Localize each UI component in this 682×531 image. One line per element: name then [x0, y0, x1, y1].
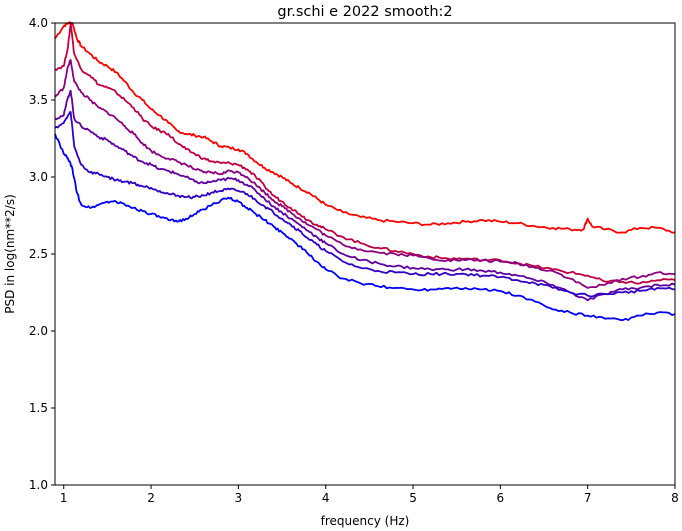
- y-tick-label: 2.5: [29, 247, 48, 261]
- y-tick-label: 1.5: [29, 401, 48, 415]
- x-tick-label: 5: [409, 491, 417, 505]
- series-line-6: [54, 133, 676, 322]
- x-tick-label: 7: [584, 491, 592, 505]
- series-line-1: [54, 21, 676, 234]
- y-tick-label: 3.0: [29, 170, 48, 184]
- series-line-2: [54, 22, 676, 285]
- x-tick-label: 4: [322, 491, 330, 505]
- series-line-5: [54, 110, 676, 298]
- x-tick-label: 3: [235, 491, 243, 505]
- x-axis-label: frequency (Hz): [321, 514, 410, 528]
- series-line-3: [54, 59, 675, 289]
- x-axis: 1 2 3 4 5 6 7 8: [60, 485, 679, 505]
- chart-title: gr.schi e 2022 smooth:2: [277, 4, 452, 20]
- y-tick-label: 3.5: [29, 93, 48, 107]
- x-tick-label: 1: [60, 491, 68, 505]
- plot-frame: [54, 22, 676, 486]
- y-axis: 1.0 1.5 2.0 2.5 3.0 3.5 4.0: [29, 16, 55, 492]
- x-tick-label: 2: [147, 491, 155, 505]
- x-tick-label: 8: [671, 491, 679, 505]
- y-tick-label: 4.0: [29, 16, 48, 30]
- y-axis-label: PSD in log(nm**2/s): [3, 194, 17, 314]
- series-line-4: [54, 89, 676, 302]
- y-tick-label: 2.0: [29, 324, 48, 338]
- y-tick-label: 1.0: [29, 478, 48, 492]
- x-tick-label: 6: [497, 491, 505, 505]
- series-layer: [54, 21, 676, 322]
